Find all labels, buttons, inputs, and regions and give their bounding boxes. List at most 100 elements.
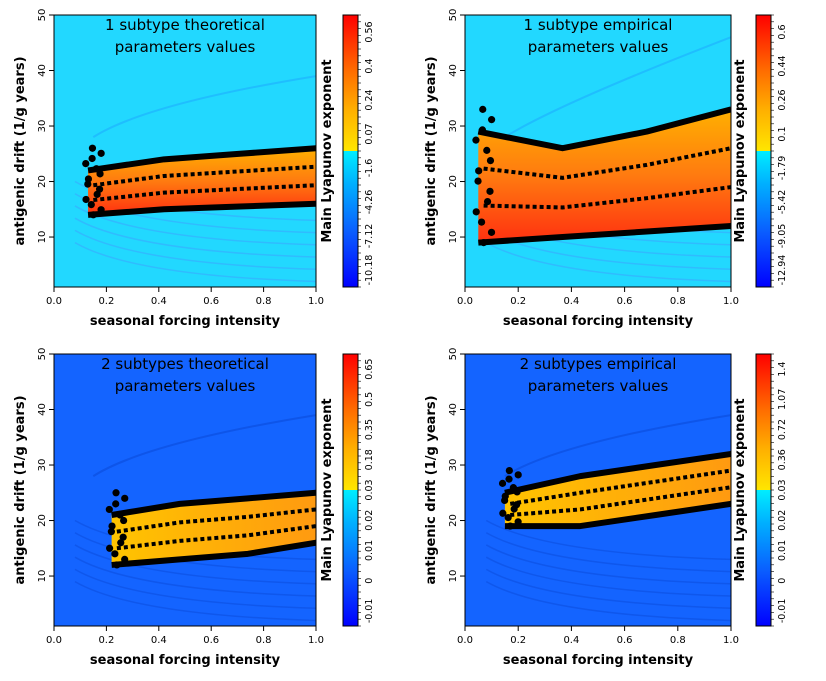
contour-line	[504, 450, 731, 496]
contour-point	[106, 544, 114, 552]
y-tick-label: 20	[37, 175, 48, 188]
colorbar-tick-label: -5.42	[777, 190, 788, 215]
y-tick-label: 20	[448, 514, 459, 527]
contour-point	[97, 149, 105, 157]
chart-title: parameters values	[115, 377, 256, 395]
panel-1: 1 subtype theoretical parameters values 0.…	[13, 9, 375, 329]
heatmap-area	[465, 354, 731, 626]
contour-point	[84, 175, 93, 183]
contour-point	[116, 511, 124, 519]
contour-point	[120, 516, 128, 525]
y-tick-label: 30	[448, 459, 459, 472]
y-tick-label: 40	[37, 64, 48, 77]
colorbar-label: Main Lyapunov exponent	[733, 398, 748, 581]
contour-line	[93, 183, 316, 203]
contour-line	[478, 222, 731, 246]
x-tick-label: 0.0	[46, 296, 62, 307]
panel-2: 1 subtype empirical parameters values 0.0 0…	[424, 9, 788, 329]
background-stripe	[485, 556, 731, 597]
background-stripe	[74, 241, 316, 283]
contour-point	[121, 494, 129, 502]
chaotic-region	[478, 109, 731, 243]
colorbar-tick-label: -4.26	[364, 190, 375, 215]
background-stripe	[485, 568, 731, 609]
colorbar	[343, 354, 358, 626]
colorbar	[756, 354, 771, 626]
contour-point	[88, 144, 97, 152]
x-tick-label: 0.6	[617, 635, 633, 646]
background-stripe	[485, 580, 731, 622]
contour-point	[474, 177, 482, 185]
contour-point	[514, 471, 522, 479]
y-tick-label: 30	[448, 120, 459, 133]
colorbar-tick-label: -0.01	[777, 599, 788, 624]
chart-title: parameters values	[528, 377, 669, 395]
colorbar	[343, 15, 358, 287]
contour-point	[504, 513, 512, 522]
x-tick-label: 1.0	[308, 296, 324, 307]
contour-point	[97, 206, 105, 214]
colorbar-tick-label: -0.01	[364, 599, 375, 624]
contour-point	[112, 489, 120, 497]
background-stripe	[504, 36, 731, 138]
x-tick-label: 0.8	[256, 635, 272, 646]
x-tick-label: 0.8	[670, 296, 686, 307]
colorbar-tick-label: 0.02	[364, 510, 375, 531]
colorbar-tick-label: 0.24	[364, 89, 375, 110]
x-tick-label: 1.0	[308, 635, 324, 646]
contour-point	[472, 136, 480, 144]
contour-point	[505, 466, 513, 475]
chart-title: 1 subtype empirical	[524, 16, 673, 34]
y-tick-label: 10	[37, 231, 48, 244]
colorbar-tick-label: 0.02	[777, 510, 788, 531]
x-axis-label: seasonal forcing intensity	[90, 653, 281, 668]
plot-frame	[53, 14, 317, 288]
contour-point	[113, 561, 121, 569]
colorbar-tick-label: 0.65	[364, 359, 375, 380]
x-tick-label: 0.6	[617, 296, 633, 307]
x-tick-label: 1.0	[723, 296, 739, 307]
heatmap-background	[54, 354, 316, 626]
contour-line	[116, 524, 316, 551]
contour-line	[111, 489, 316, 518]
contour-point	[483, 197, 492, 206]
y-tick-label: 50	[37, 348, 48, 361]
contour-point	[92, 165, 101, 173]
contour-point	[89, 211, 97, 219]
contour-point	[108, 522, 116, 530]
x-tick-label: 0.4	[151, 296, 167, 307]
colorbar-tick-label: 1.07	[777, 389, 788, 410]
x-tick-label: 0.0	[457, 635, 473, 646]
background-stripe	[485, 532, 731, 573]
y-tick-label: 30	[37, 459, 48, 472]
contour-line	[93, 164, 316, 188]
background-stripe	[74, 556, 316, 597]
background-stripe	[74, 568, 316, 609]
colorbar-label: Main Lyapunov exponent	[733, 59, 748, 242]
colorbar-tick-label: -12.94	[777, 255, 788, 286]
colorbar-tick-label: 0.01	[364, 540, 375, 561]
colorbar-tick-label: 0.18	[364, 449, 375, 470]
colorbar-label: Main Lyapunov exponent	[320, 59, 335, 242]
contour-point	[478, 126, 487, 134]
contour-line	[87, 145, 316, 174]
chart-title: 2 subtypes theoretical	[101, 355, 269, 373]
colorbar-label: Main Lyapunov exponent	[320, 398, 335, 581]
x-tick-label: 0.6	[203, 296, 219, 307]
x-tick-label: 0.0	[457, 296, 473, 307]
contour-line	[116, 507, 316, 534]
x-tick-label: 0.8	[256, 296, 272, 307]
contour-line	[87, 200, 316, 218]
y-axis-label: antigenic drift (1/g years)	[424, 56, 439, 245]
contour-point	[506, 522, 514, 530]
contour-line	[504, 500, 731, 530]
contour-point	[487, 116, 496, 124]
plot-frame	[464, 14, 732, 288]
y-tick-label: 40	[37, 403, 48, 416]
x-tick-label: 0.2	[98, 296, 114, 307]
contour-point	[472, 208, 480, 216]
contour-point	[512, 501, 521, 509]
contour-point	[501, 492, 509, 500]
colorbar-tick-label: 0.44	[777, 55, 788, 76]
